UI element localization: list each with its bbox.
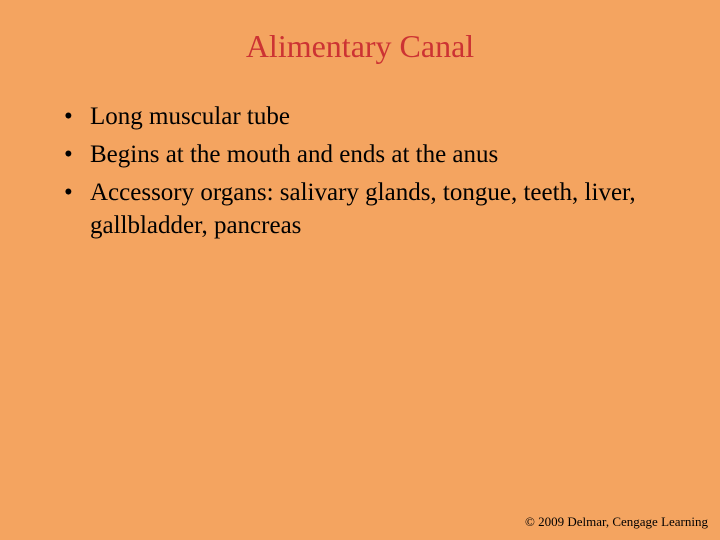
slide-title: Alimentary Canal: [40, 28, 680, 65]
bullet-list: Long muscular tube Begins at the mouth a…: [40, 100, 680, 243]
bullet-item: Long muscular tube: [60, 100, 680, 134]
slide-container: Alimentary Canal Long muscular tube Begi…: [0, 0, 720, 540]
bullet-item: Accessory organs: salivary glands, tongu…: [60, 176, 680, 244]
copyright-text: © 2009 Delmar, Cengage Learning: [525, 514, 708, 530]
bullet-item: Begins at the mouth and ends at the anus: [60, 138, 680, 172]
